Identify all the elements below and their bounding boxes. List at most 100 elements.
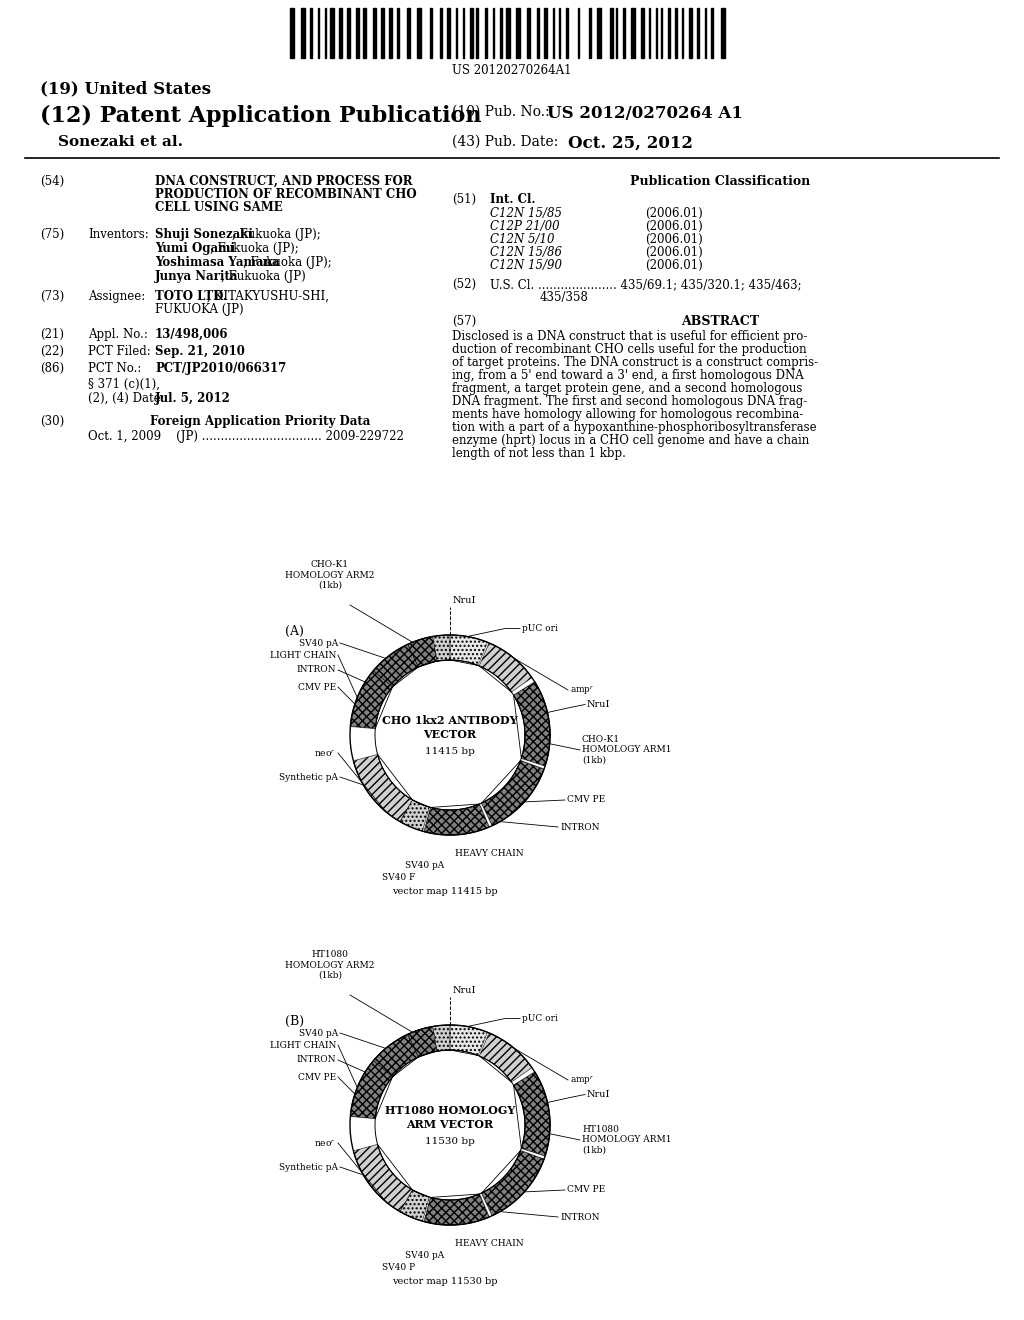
Bar [597, 8, 601, 58]
Text: C12P 21/00: C12P 21/00 [490, 220, 560, 234]
Text: Disclosed is a DNA construct that is useful for efficient pro-: Disclosed is a DNA construct that is use… [452, 330, 807, 343]
Text: , Fukuoka (JP): , Fukuoka (JP) [221, 271, 306, 282]
Polygon shape [374, 1035, 418, 1077]
Text: 11415 bp: 11415 bp [425, 747, 475, 755]
Text: (22): (22) [40, 345, 63, 358]
Bar [397, 8, 399, 58]
Polygon shape [353, 1144, 413, 1212]
Polygon shape [432, 635, 450, 661]
Text: Synthetic pA: Synthetic pA [279, 772, 338, 781]
Text: PCT/JP2010/066317: PCT/JP2010/066317 [155, 362, 287, 375]
Bar [589, 8, 591, 58]
Bar [389, 8, 392, 58]
Text: (2006.01): (2006.01) [645, 207, 702, 220]
Text: ARM VECTOR: ARM VECTOR [407, 1119, 494, 1130]
Text: (2006.01): (2006.01) [645, 220, 702, 234]
Text: LIGHT CHAIN: LIGHT CHAIN [269, 1040, 336, 1049]
Text: ABSTRACT: ABSTRACT [681, 315, 759, 327]
Text: NruI: NruI [453, 986, 476, 995]
Text: 435/358: 435/358 [540, 290, 589, 304]
Text: Int. Cl.: Int. Cl. [490, 193, 536, 206]
Bar [430, 8, 432, 58]
Bar [711, 8, 713, 58]
Polygon shape [350, 1061, 392, 1118]
Bar [470, 8, 473, 58]
Text: (54): (54) [40, 176, 65, 187]
Text: FUKUOKA (JP): FUKUOKA (JP) [155, 304, 244, 315]
Text: INTRON: INTRON [297, 1056, 336, 1064]
Text: VECTOR: VECTOR [424, 730, 476, 741]
Bar [407, 8, 410, 58]
Bar [330, 8, 334, 58]
Text: 13/498,006: 13/498,006 [155, 327, 228, 341]
Text: § 371 (c)(1),: § 371 (c)(1), [88, 378, 160, 391]
Text: (86): (86) [40, 362, 65, 375]
Text: INTRON: INTRON [297, 665, 336, 675]
Text: (75): (75) [40, 228, 65, 242]
Bar [301, 8, 305, 58]
Text: HEAVY CHAIN: HEAVY CHAIN [455, 1239, 523, 1247]
Text: Oct. 1, 2009    (JP) ................................ 2009-229722: Oct. 1, 2009 (JP) ......................… [88, 430, 403, 444]
Polygon shape [479, 643, 531, 692]
Text: (19) United States: (19) United States [40, 81, 211, 96]
Bar [544, 8, 547, 58]
Bar [362, 8, 366, 58]
Text: ing, from a 5' end toward a 3' end, a first homologous DNA: ing, from a 5' end toward a 3' end, a fi… [452, 370, 804, 381]
Text: SV40 pA: SV40 pA [299, 639, 338, 648]
Bar [339, 8, 342, 58]
Text: DNA CONSTRUCT, AND PROCESS FOR: DNA CONSTRUCT, AND PROCESS FOR [155, 176, 413, 187]
Text: (21): (21) [40, 327, 63, 341]
Bar [527, 8, 530, 58]
Text: vector map 11530 bp: vector map 11530 bp [392, 1276, 498, 1286]
Text: (2006.01): (2006.01) [645, 234, 702, 246]
Text: CMV PE: CMV PE [298, 1072, 336, 1081]
Bar [675, 8, 677, 58]
Text: LIGHT CHAIN: LIGHT CHAIN [269, 651, 336, 660]
Text: CMV PE: CMV PE [567, 1185, 605, 1195]
Circle shape [350, 1026, 550, 1225]
Polygon shape [514, 682, 550, 766]
Text: (10) Pub. No.:: (10) Pub. No.: [452, 106, 550, 119]
Bar [417, 8, 421, 58]
Text: Yoshimasa Yamana: Yoshimasa Yamana [155, 256, 280, 269]
Text: , Fukuoka (JP);: , Fukuoka (JP); [232, 228, 321, 242]
Polygon shape [400, 1189, 429, 1221]
Text: INTRON: INTRON [560, 822, 599, 832]
Text: NruI: NruI [453, 597, 476, 605]
Text: duction of recombinant CHO cells useful for the production: duction of recombinant CHO cells useful … [452, 343, 807, 356]
Text: PCT No.:: PCT No.: [88, 362, 141, 375]
Bar [610, 8, 613, 58]
Text: pUC ori: pUC ori [522, 1014, 558, 1023]
Text: Shuji Sonezaki: Shuji Sonezaki [155, 228, 253, 242]
Text: , Fukuoka (JP);: , Fukuoka (JP); [243, 256, 332, 269]
Polygon shape [450, 1026, 487, 1056]
Polygon shape [400, 800, 429, 832]
Text: (30): (30) [40, 414, 65, 428]
Polygon shape [350, 671, 392, 729]
Text: amp$^r$: amp$^r$ [570, 684, 595, 697]
Polygon shape [353, 755, 413, 821]
Polygon shape [481, 1151, 544, 1216]
Text: length of not less than 1 kbp.: length of not less than 1 kbp. [452, 447, 626, 459]
Bar [310, 8, 312, 58]
Text: Jul. 5, 2012: Jul. 5, 2012 [155, 392, 230, 405]
Text: CHO-K1
HOMOLOGY ARM1
(1kb): CHO-K1 HOMOLOGY ARM1 (1kb) [582, 735, 672, 764]
Text: pUC ori: pUC ori [522, 624, 558, 634]
Text: Publication Classification: Publication Classification [630, 176, 810, 187]
Polygon shape [514, 1072, 550, 1156]
Text: HEAVY CHAIN: HEAVY CHAIN [455, 849, 523, 858]
Text: C12N 15/86: C12N 15/86 [490, 246, 562, 259]
Text: (57): (57) [452, 315, 476, 327]
Polygon shape [424, 1195, 489, 1225]
Bar [290, 8, 294, 58]
Text: US 20120270264A1: US 20120270264A1 [453, 63, 571, 77]
Text: (51): (51) [452, 193, 476, 206]
Bar [689, 8, 692, 58]
Bar [356, 8, 359, 58]
Bar [697, 8, 699, 58]
Polygon shape [408, 1027, 437, 1057]
Text: of target proteins. The DNA construct is a construct compris-: of target proteins. The DNA construct is… [452, 356, 818, 370]
Text: tion with a part of a hypoxanthine-phosphoribosyltransferase: tion with a part of a hypoxanthine-phosp… [452, 421, 816, 434]
Polygon shape [450, 635, 487, 665]
Text: PRODUCTION OF RECOMBINANT CHO: PRODUCTION OF RECOMBINANT CHO [155, 187, 417, 201]
